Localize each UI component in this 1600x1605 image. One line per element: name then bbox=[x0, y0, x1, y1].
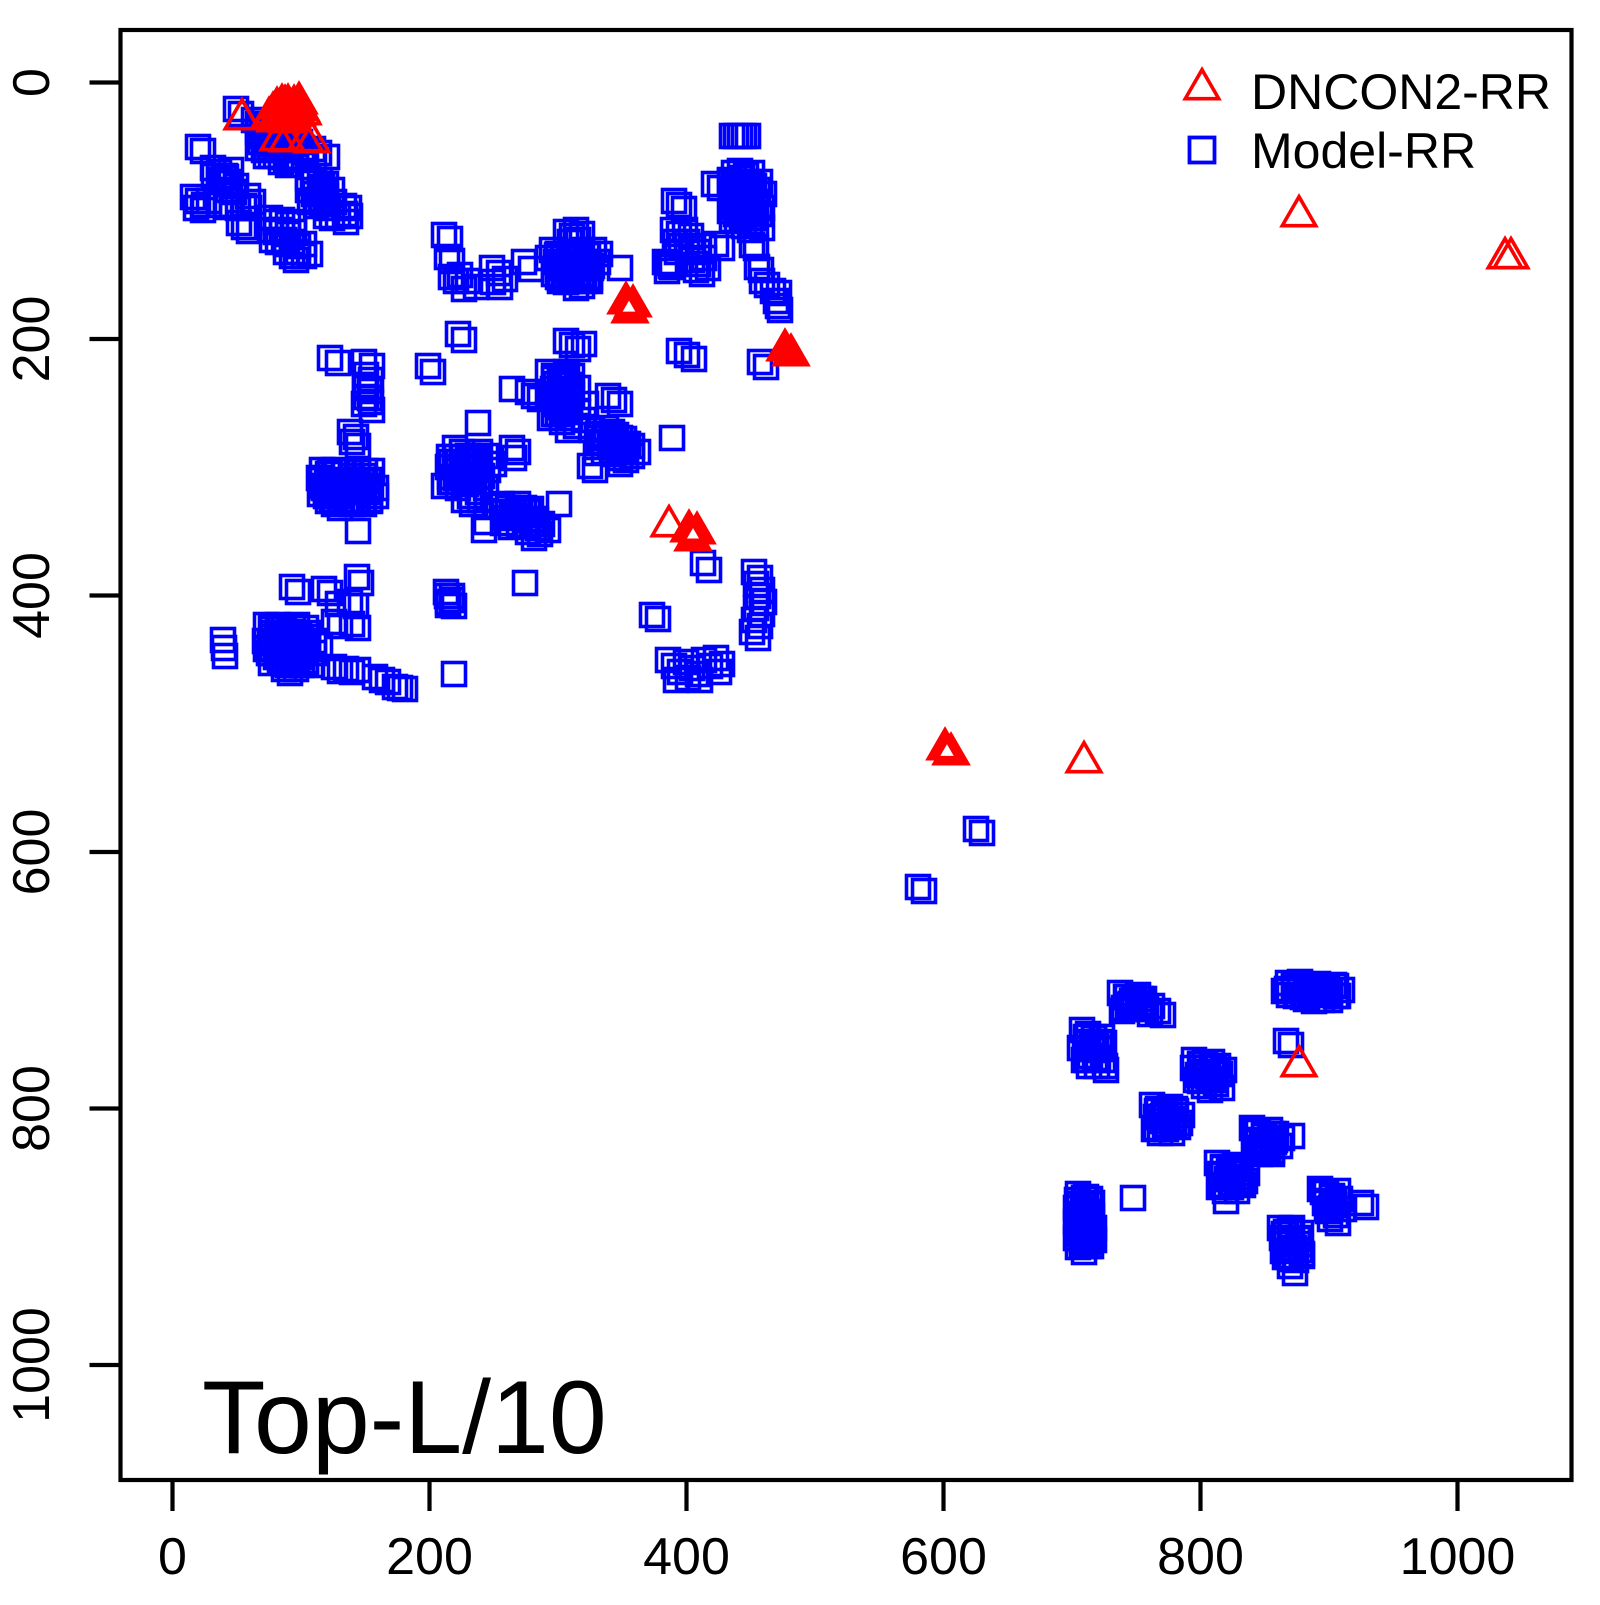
svg-text:0: 0 bbox=[3, 68, 61, 97]
svg-text:800: 800 bbox=[3, 1065, 61, 1152]
svg-text:0: 0 bbox=[158, 1528, 187, 1586]
svg-text:200: 200 bbox=[3, 296, 61, 383]
svg-text:200: 200 bbox=[386, 1528, 473, 1586]
svg-text:800: 800 bbox=[1157, 1528, 1244, 1586]
svg-text:400: 400 bbox=[3, 552, 61, 639]
svg-text:Top-L/10: Top-L/10 bbox=[202, 1360, 607, 1476]
svg-text:600: 600 bbox=[900, 1528, 987, 1586]
svg-text:1000: 1000 bbox=[3, 1307, 61, 1423]
svg-text:Model-RR: Model-RR bbox=[1251, 123, 1476, 179]
svg-text:DNCON2-RR: DNCON2-RR bbox=[1251, 64, 1551, 120]
svg-text:600: 600 bbox=[3, 809, 61, 896]
svg-text:1000: 1000 bbox=[1400, 1528, 1516, 1586]
svg-text:400: 400 bbox=[643, 1528, 730, 1586]
